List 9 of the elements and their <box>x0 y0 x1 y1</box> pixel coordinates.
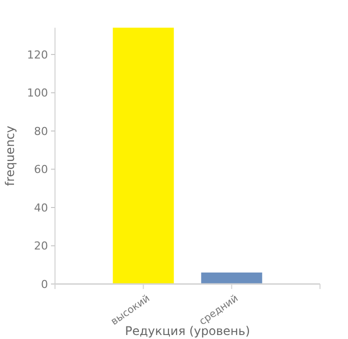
y-axis-title: frequency <box>3 126 17 186</box>
y-tick-label: 120 <box>27 48 48 62</box>
y-tick-label: 60 <box>34 163 48 176</box>
y-tick-label: 80 <box>34 124 48 138</box>
y-tick-label: 40 <box>34 201 48 214</box>
y-tick-label: 0 <box>41 278 48 291</box>
x-axis-title: Редукция (уровень) <box>124 324 250 338</box>
y-tick-label: 100 <box>27 86 48 100</box>
y-tick-label: 20 <box>34 240 48 253</box>
